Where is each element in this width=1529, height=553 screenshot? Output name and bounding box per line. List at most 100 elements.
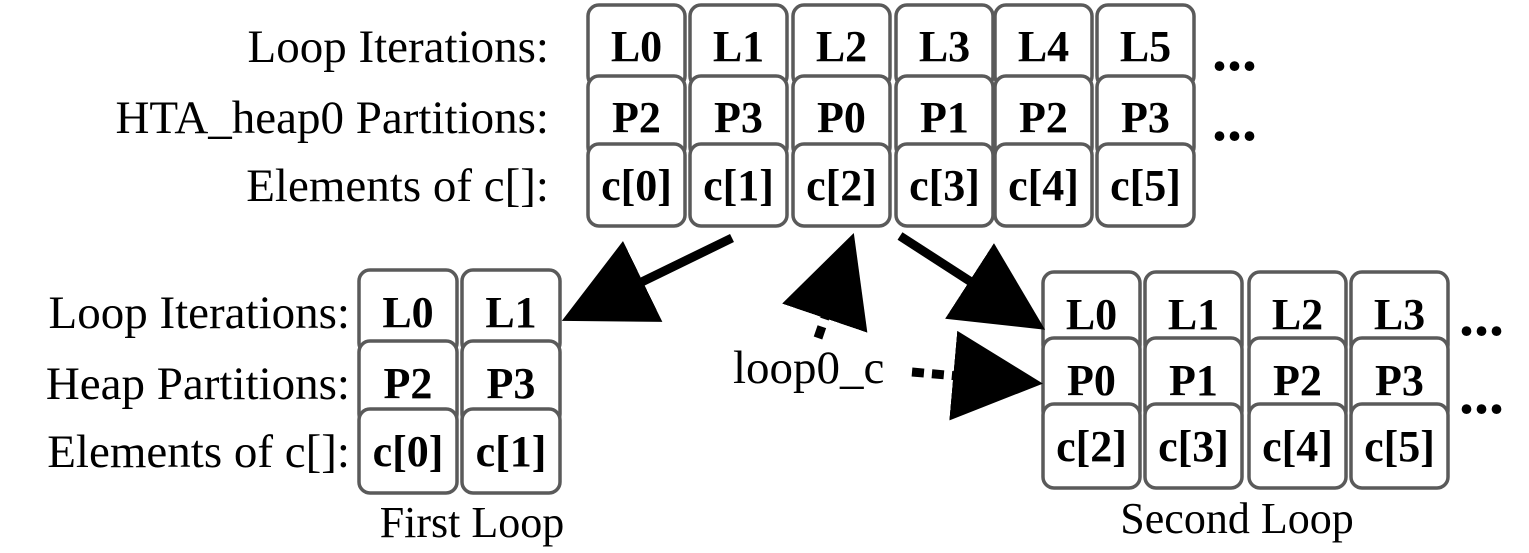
- cell-box: [1247, 402, 1348, 490]
- second-partition-cell: P0: [1041, 336, 1142, 424]
- top-partition-value: P1: [920, 93, 969, 142]
- top-iteration-cell: L0: [586, 3, 687, 89]
- cell-box: [1143, 402, 1244, 490]
- first-partition-value: P2: [384, 359, 433, 408]
- first-partition-cell: P3: [460, 339, 562, 427]
- second-partition-value: P3: [1375, 356, 1424, 405]
- top-iteration-cell: L3: [894, 3, 995, 89]
- top-table: L0 L1 L2 L3 L4 L5 P2 P3 P0 P1 P2 P3 c[0] c[1] c[2] c[3]…: [115, 3, 1257, 228]
- second-partition-cell: P2: [1247, 336, 1348, 424]
- top-element-value: c[1]: [703, 161, 774, 210]
- second-ellipsis: ...: [1459, 282, 1504, 348]
- second-iteration-cell: L1: [1143, 270, 1244, 358]
- second-iteration-cell: L2: [1247, 270, 1348, 358]
- top-partition-cell: P0: [791, 74, 892, 160]
- first-iteration-cell: L1: [460, 268, 562, 356]
- top-element-cell: c[1]: [688, 142, 789, 228]
- top-partition-cell: P2: [993, 74, 1094, 160]
- second-iteration-value: L0: [1066, 290, 1117, 339]
- top-iteration-value: L5: [1120, 22, 1171, 71]
- second-iteration-value: L1: [1168, 290, 1219, 339]
- first-partition-label: Heap Partitions:: [46, 358, 350, 410]
- top-iteration-value: L1: [713, 22, 764, 71]
- first-element-label: Elements of c[]:: [47, 426, 350, 478]
- top-partition-value: P2: [612, 93, 661, 142]
- second-element-cell: c[5]: [1349, 402, 1450, 490]
- cell-box: [1041, 402, 1142, 490]
- cell-box: [586, 142, 687, 228]
- top-iteration-label: Loop Iterations:: [247, 21, 549, 73]
- top-partition-cell: P1: [894, 74, 995, 160]
- first-partition-cell: P2: [357, 339, 459, 427]
- second-element-value: c[5]: [1364, 422, 1435, 471]
- top-element-value: c[3]: [909, 161, 980, 210]
- arrow-to-first-loop: [561, 233, 734, 322]
- first-iteration-value: L1: [485, 288, 536, 337]
- second-element-cell: c[4]: [1247, 402, 1348, 490]
- second-loop-table: L0 L1 L2 L3 P0 P1 P2 P3 c[2] c[3] c[4] c[5]......: [1041, 270, 1504, 490]
- top-iteration-value: L2: [816, 22, 867, 71]
- top-element-cell: c[0]: [586, 142, 687, 228]
- top-ellipsis: ...: [1212, 87, 1257, 153]
- first-loop-table: L0 L1 P2 P3 c[0] c[1] Loop Iterations: Heap Par…: [46, 268, 562, 495]
- top-partition-value: P2: [1019, 93, 1068, 142]
- first-iteration-label: Loop Iterations:: [48, 287, 350, 339]
- cell-box: [1095, 142, 1196, 228]
- arrow-to-second-loop: [897, 232, 1046, 330]
- top-element-cell: c[2]: [791, 142, 892, 228]
- top-partition-value: P3: [1121, 93, 1170, 142]
- cell-box: [460, 407, 562, 495]
- cell-box: [993, 142, 1094, 228]
- first-element-cell: c[1]: [460, 407, 562, 495]
- second-partition-value: P1: [1169, 356, 1218, 405]
- top-iteration-cell: L2: [791, 3, 892, 89]
- top-iteration-cell: L4: [993, 3, 1094, 89]
- top-element-value: c[5]: [1110, 161, 1181, 210]
- second-iteration-value: L3: [1374, 290, 1425, 339]
- second-partition-value: P2: [1273, 356, 1322, 405]
- top-element-cell: c[5]: [1095, 142, 1196, 228]
- top-iteration-cell: L5: [1095, 3, 1196, 89]
- second-element-value: c[2]: [1056, 422, 1127, 471]
- top-element-cell: c[4]: [993, 142, 1094, 228]
- pointer-arrow-to-top-c2: [782, 232, 868, 340]
- second-iteration-value: L2: [1272, 290, 1323, 339]
- top-partition-label: HTA_heap0 Partitions:: [115, 92, 549, 144]
- top-partition-value: P0: [817, 93, 866, 142]
- second-element-cell: c[3]: [1143, 402, 1244, 490]
- second-partition-cell: P3: [1349, 336, 1450, 424]
- first-partition-value: P3: [487, 359, 536, 408]
- top-iteration-value: L0: [611, 22, 662, 71]
- second-element-value: c[3]: [1158, 422, 1229, 471]
- top-element-value: c[2]: [806, 161, 877, 210]
- second-element-value: c[4]: [1262, 422, 1333, 471]
- second-iteration-cell: L0: [1041, 270, 1142, 358]
- cell-box: [791, 142, 892, 228]
- top-partition-cell: P3: [1095, 74, 1196, 160]
- second-ellipsis: ...: [1459, 360, 1504, 426]
- cell-box: [688, 142, 789, 228]
- first-element-value: c[0]: [373, 427, 444, 476]
- top-element-value: c[0]: [601, 161, 672, 210]
- pointer-label: loop0_c: [733, 342, 884, 394]
- first-element-value: c[1]: [476, 427, 547, 476]
- top-iteration-cell: L1: [688, 3, 789, 89]
- top-partition-value: P3: [714, 93, 763, 142]
- first-iteration-value: L0: [382, 288, 433, 337]
- second-partition-cell: P1: [1143, 336, 1244, 424]
- second-partition-value: P0: [1067, 356, 1116, 405]
- top-ellipsis: ...: [1212, 17, 1257, 83]
- first-iteration-cell: L0: [357, 268, 459, 356]
- pointer-arrow-to-second-loop: [911, 330, 1043, 421]
- top-element-value: c[4]: [1008, 161, 1079, 210]
- top-element-cell: c[3]: [894, 142, 995, 228]
- top-element-label: Elements of c[]:: [246, 160, 549, 212]
- cell-box: [357, 407, 459, 495]
- second-element-cell: c[2]: [1041, 402, 1142, 490]
- second-loop-caption: Second Loop: [1120, 494, 1353, 543]
- first-loop-caption: First Loop: [380, 498, 565, 547]
- top-iteration-value: L3: [919, 22, 970, 71]
- cell-box: [1349, 402, 1450, 490]
- cell-box: [894, 142, 995, 228]
